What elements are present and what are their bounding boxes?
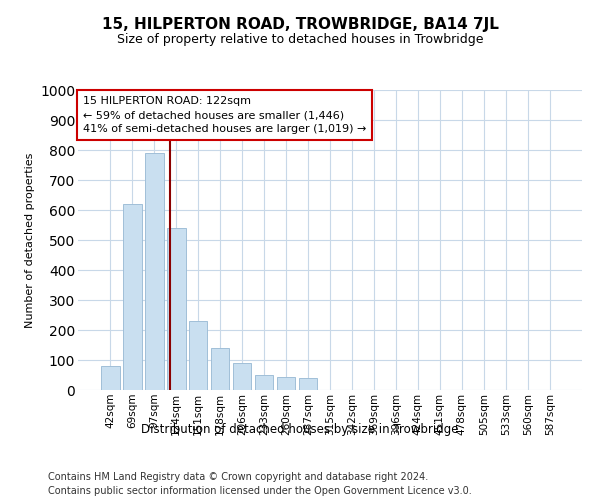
Y-axis label: Number of detached properties: Number of detached properties <box>25 152 35 328</box>
Text: 15 HILPERTON ROAD: 122sqm
← 59% of detached houses are smaller (1,446)
41% of se: 15 HILPERTON ROAD: 122sqm ← 59% of detac… <box>83 96 367 134</box>
Bar <box>211 348 229 390</box>
Text: 15, HILPERTON ROAD, TROWBRIDGE, BA14 7JL: 15, HILPERTON ROAD, TROWBRIDGE, BA14 7JL <box>101 18 499 32</box>
Bar <box>233 363 251 390</box>
Bar <box>255 375 274 390</box>
Text: Contains HM Land Registry data © Crown copyright and database right 2024.: Contains HM Land Registry data © Crown c… <box>48 472 428 482</box>
Bar <box>123 204 142 390</box>
Bar <box>189 321 208 390</box>
Bar <box>167 228 185 390</box>
Bar <box>299 378 317 390</box>
Bar <box>101 366 119 390</box>
Bar <box>145 153 164 390</box>
Text: Contains public sector information licensed under the Open Government Licence v3: Contains public sector information licen… <box>48 486 472 496</box>
Text: Size of property relative to detached houses in Trowbridge: Size of property relative to detached ho… <box>117 32 483 46</box>
Text: Distribution of detached houses by size in Trowbridge: Distribution of detached houses by size … <box>141 422 459 436</box>
Bar <box>277 376 295 390</box>
